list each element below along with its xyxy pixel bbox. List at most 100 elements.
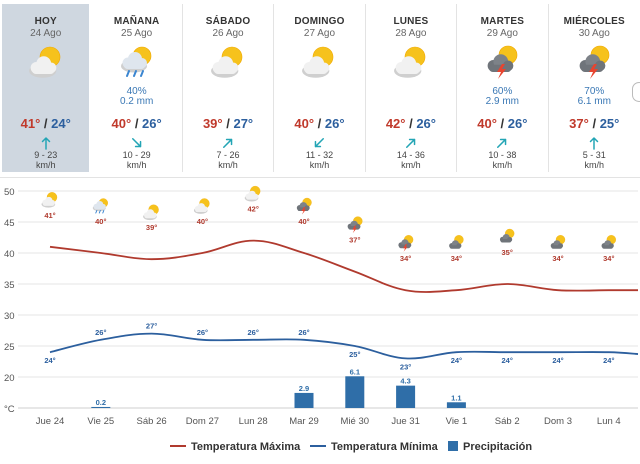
y-tick-label: 45 [4, 218, 15, 229]
temp-min: 26° [142, 116, 162, 131]
min-temp-line [49, 332, 639, 360]
daily-forecast-cards: HOY 24 Ago 41° / 24° 9 - 23 km/h MAÑANA 25 Ago… [0, 0, 640, 176]
day-card[interactable]: DOMINGO 27 Ago 40° / 26° 11 - 32 km/h [274, 4, 366, 172]
legend-swatch-min [310, 445, 326, 448]
precip-bar [91, 406, 111, 408]
min-temp-label: 24° [603, 356, 614, 365]
day-date: 25 Ago [121, 28, 153, 39]
cloudy-icon [550, 235, 566, 249]
x-tick-label: Lun 28 [239, 416, 268, 427]
temp-separator: / [588, 116, 600, 131]
x-tick-label: Vie 25 [87, 416, 114, 427]
max-temp-label: 37° [349, 236, 360, 245]
partly-cloudy-icon [28, 46, 61, 78]
precip-data-label: 2.9 [299, 384, 309, 393]
precip-amount: 2.9 mm [485, 96, 520, 107]
precip-probability: 60% [492, 86, 513, 97]
wind-unit: km/h [584, 160, 605, 170]
temp-min: 26° [507, 116, 528, 131]
y-tick-label: °C [4, 404, 15, 415]
cards-divider [0, 177, 640, 178]
day-name: LUNES [393, 16, 429, 27]
min-temp-label: 27° [146, 322, 157, 331]
min-temp-label: 24° [502, 356, 513, 365]
legend-label-min: Temperatura Mínima [331, 441, 438, 453]
wind-direction-icon [497, 138, 507, 148]
min-temp-label: 26° [298, 328, 309, 337]
x-tick-label: Jue 31 [391, 416, 420, 427]
precip-bar [345, 376, 365, 408]
x-tick-label: Lun 4 [597, 416, 621, 427]
day-card[interactable]: HOY 24 Ago 41° / 24° 9 - 23 km/h [2, 4, 90, 172]
partly-cloudy-icon [244, 185, 261, 202]
scroll-next-button[interactable] [632, 82, 640, 102]
wind-direction-icon [223, 138, 233, 148]
wind-unit: km/h [492, 160, 513, 170]
cloudy-icon [449, 235, 464, 249]
y-tick-label: 35 [4, 280, 15, 291]
max-temp-label: 39° [146, 223, 157, 232]
legend-label-max: Temperatura Máxima [191, 441, 301, 453]
wind-direction-icon [405, 138, 416, 148]
precip-data-label: 4.3 [400, 377, 410, 386]
legend-item-max[interactable]: Temperatura Máxima [170, 441, 300, 453]
temp-separator: / [314, 116, 325, 131]
temp-min: 26° [416, 116, 436, 131]
cloudy-icon [499, 228, 515, 243]
max-temp-label: 42° [248, 205, 259, 214]
y-tick-label: 50 [4, 187, 15, 198]
max-temp-label: 40° [298, 217, 309, 226]
legend-item-precip[interactable]: Precipitación [448, 441, 532, 453]
temperature-range: 40° / 26° [274, 116, 364, 131]
min-temp-label: 26° [197, 328, 208, 337]
wind-range: 10 - 29 [122, 150, 151, 160]
precip-data-label: 6.1 [350, 367, 360, 376]
temperature-range: 37° / 25° [549, 116, 640, 131]
min-temp-label: 23° [400, 362, 411, 371]
day-card[interactable]: MIÉRCOLES 30 Ago 70% 6.1 mm 37° / 25° 5 - 31 k… [549, 4, 640, 172]
wind-unit: km/h [309, 160, 330, 170]
day-card[interactable]: MAÑANA 25 Ago 40% 0.2 mm 40° / 26° 10 - 29 km/… [91, 4, 183, 172]
temp-separator: / [222, 116, 234, 131]
day-date: 24 Ago [30, 28, 62, 39]
min-temp-label: 25° [349, 350, 360, 359]
temperature-range: 42° / 26° [366, 116, 456, 131]
day-card[interactable]: LUNES 28 Ago 42° / 26° 14 - 36 km/h [366, 4, 458, 172]
temp-max: 42° [385, 116, 406, 131]
max-temp-label: 40° [197, 217, 208, 226]
temp-max: 40° [477, 116, 497, 131]
day-date: 28 Ago [395, 28, 427, 39]
temp-max: 37° [569, 116, 589, 131]
x-tick-label: Jue 24 [36, 416, 65, 427]
max-temp-label: 34° [400, 254, 411, 263]
wind-range: 9 - 23 [34, 150, 58, 160]
wind-unit: km/h [126, 160, 147, 170]
day-name: HOY [34, 16, 57, 27]
temp-separator: / [131, 116, 143, 131]
precip-probability: 70% [584, 86, 605, 97]
partly-cloudy-icon [302, 46, 334, 78]
legend-item-min[interactable]: Temperatura Mínima [310, 441, 438, 453]
precip-probability: 40% [126, 86, 147, 97]
temperature-range: 39° / 27° [183, 116, 273, 131]
x-tick-label: Dom 3 [544, 416, 572, 427]
day-card[interactable]: SÁBADO 26 Ago 39° / 27° 7 - 26 km/h [183, 4, 275, 172]
x-tick-label: Mar 29 [289, 416, 319, 427]
wind-range: 11 - 32 [305, 150, 334, 160]
temp-min: 24° [51, 116, 71, 131]
day-card[interactable]: MARTES 29 Ago 60% 2.9 mm 40° / 26° 10 - 38 km/… [457, 4, 549, 172]
y-tick-label: 30 [4, 311, 15, 322]
precip-bar [396, 385, 416, 408]
temp-max: 40° [294, 116, 315, 131]
partly-cloudy-icon [193, 198, 210, 214]
wind-direction-icon [131, 138, 141, 148]
x-tick-label: Dom 27 [186, 416, 219, 427]
min-temp-label: 26° [95, 328, 106, 337]
legend-swatch-precip [448, 441, 458, 452]
wind-range: 7 - 26 [216, 150, 240, 160]
forecast-chart: 50 45 40 35 30 25 20 °C Jue 24 Vie 25 Sáb 26 Dom 27… [0, 180, 640, 428]
partly-cloudy-icon [393, 46, 426, 78]
precip-data-label: 1.1 [451, 393, 461, 402]
chart-legend: Temperatura Máxima Temperatura Mínima Pr… [0, 441, 640, 461]
wind-range: 10 - 38 [488, 150, 517, 160]
